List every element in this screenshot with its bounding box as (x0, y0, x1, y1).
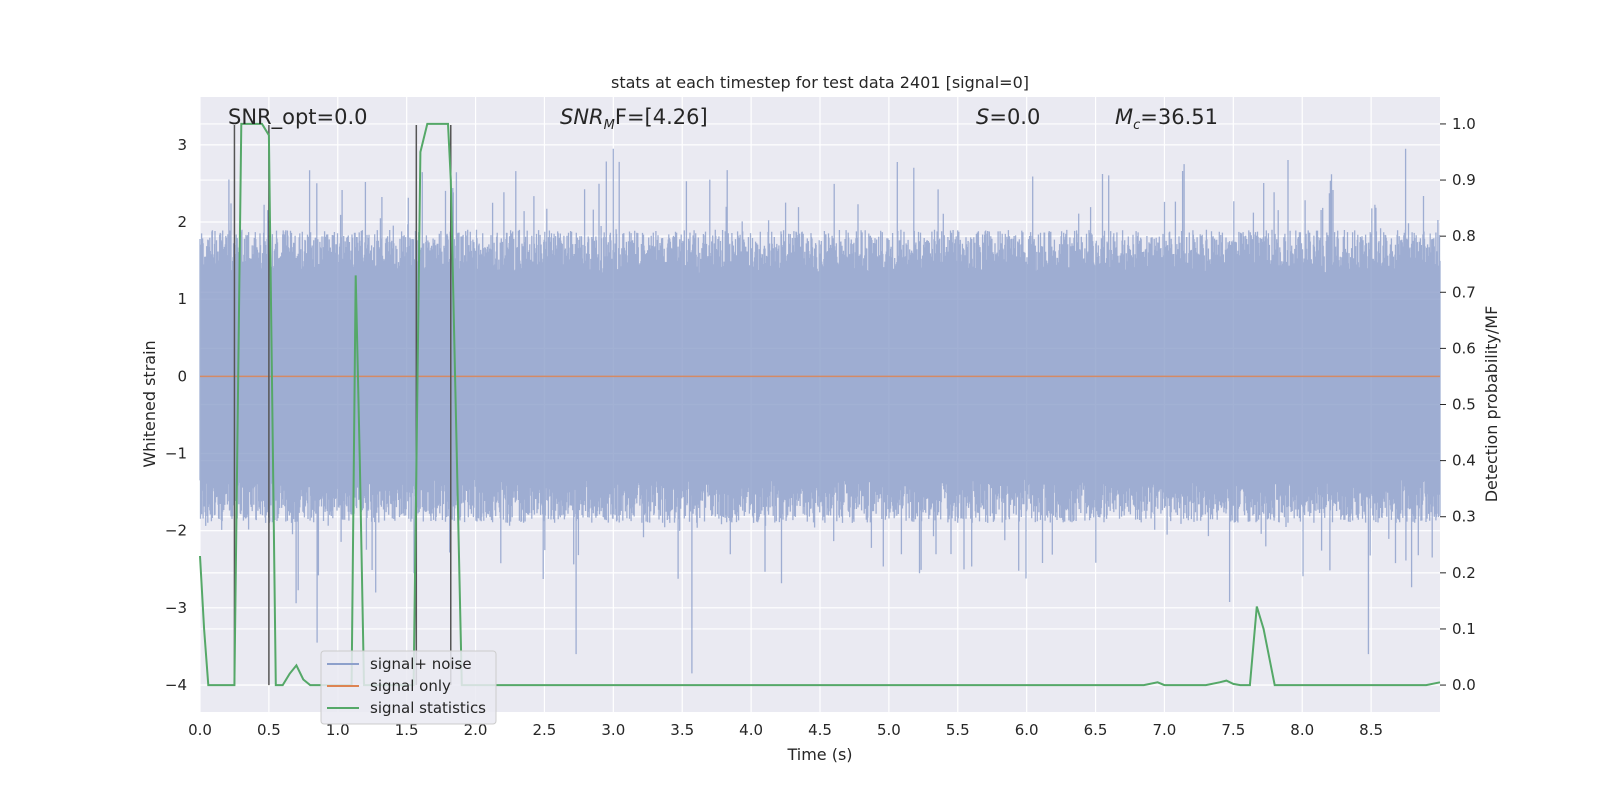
y-tick-label: 2 (177, 213, 187, 231)
y-right-tick-labels: 1.0 0.9 0.8 0.7 0.6 0.5 0.4 0.3 0.2 0.1 0.0 (1440, 115, 1476, 694)
y-right-tick-label: 0.1 (1452, 620, 1476, 638)
y-right-tick-label: 0.8 (1452, 227, 1476, 245)
y-tick-label: −3 (165, 599, 187, 617)
legend-label-signal-statistics: signal statistics (370, 699, 486, 717)
y-tick-label: 1 (177, 290, 187, 308)
y-tick-labels: 3 2 1 0 −1 −2 −3 −4 (165, 136, 187, 694)
chart-title: stats at each timestep for test data 240… (611, 73, 1029, 92)
x-tick-label: 0.5 (257, 721, 281, 739)
y-right-tick-label: 0.4 (1452, 452, 1476, 470)
y-tick-label: −1 (165, 444, 187, 462)
x-tick-label: 6.0 (1015, 721, 1039, 739)
y-tick-label: −2 (165, 522, 187, 540)
annotation-snr-mf: SNRMF=[4.26] (560, 105, 708, 133)
x-tick-label: 7.0 (1153, 721, 1177, 739)
x-tick-label: 2.5 (533, 721, 557, 739)
x-tick-label: 8.0 (1290, 721, 1314, 739)
annotation-mc: Mc=36.51 (1115, 105, 1218, 133)
x-tick-label: 2.0 (464, 721, 488, 739)
y-tick-label: 3 (177, 136, 187, 154)
x-tick-label: 3.5 (670, 721, 694, 739)
y-right-tick-label: 1.0 (1452, 115, 1476, 133)
x-tick-label: 0.0 (188, 721, 212, 739)
series-signal-statistics (199, 122, 1441, 687)
annotation-snr-opt: SNR_opt=0.0 (228, 105, 368, 130)
y-tick-label: 0 (177, 367, 187, 385)
x-tick-label: 1.0 (326, 721, 350, 739)
annotation-s: S=0.0 (976, 105, 1040, 129)
y-right-tick-label: 0.9 (1452, 171, 1476, 189)
x-tick-label: 8.5 (1359, 721, 1383, 739)
y-right-tick-label: 0.5 (1452, 396, 1476, 414)
x-tick-label: 5.5 (946, 721, 970, 739)
y-right-axis-label: Detection probability/MF (1482, 306, 1501, 503)
x-tick-label: 5.0 (877, 721, 901, 739)
x-tick-labels: 0.0 0.5 1.0 1.5 2.0 2.5 3.0 3.5 4.0 4.5 5.0 5.5 6.0 6… (188, 721, 1383, 739)
y-tick-label: −4 (165, 676, 187, 694)
y-right-tick-label: 0.3 (1452, 508, 1476, 526)
x-tick-label: 3.0 (601, 721, 625, 739)
x-tick-label: 6.5 (1084, 721, 1108, 739)
y-axis-label: Whitened strain (140, 340, 159, 467)
y-right-tick-label: 0.0 (1452, 676, 1476, 694)
x-tick-label: 4.0 (739, 721, 763, 739)
x-axis-label: Time (s) (786, 745, 852, 764)
x-tick-label: 7.5 (1221, 721, 1245, 739)
y-right-tick-label: 0.6 (1452, 339, 1476, 357)
x-tick-label: 1.5 (395, 721, 419, 739)
legend-label-signal-noise: signal+ noise (370, 655, 472, 673)
legend-box (320, 650, 497, 725)
y-right-tick-label: 0.7 (1452, 283, 1476, 301)
legend-label-signal-only: signal only (370, 677, 451, 695)
x-tick-label: 4.5 (808, 721, 832, 739)
legend: signal+ noise signal only signal statist… (320, 650, 497, 725)
y-right-tick-label: 0.2 (1452, 564, 1476, 582)
